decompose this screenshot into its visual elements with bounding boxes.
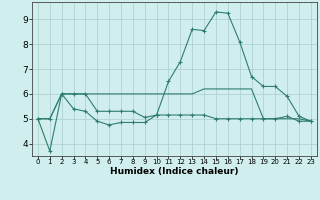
X-axis label: Humidex (Indice chaleur): Humidex (Indice chaleur): [110, 167, 239, 176]
